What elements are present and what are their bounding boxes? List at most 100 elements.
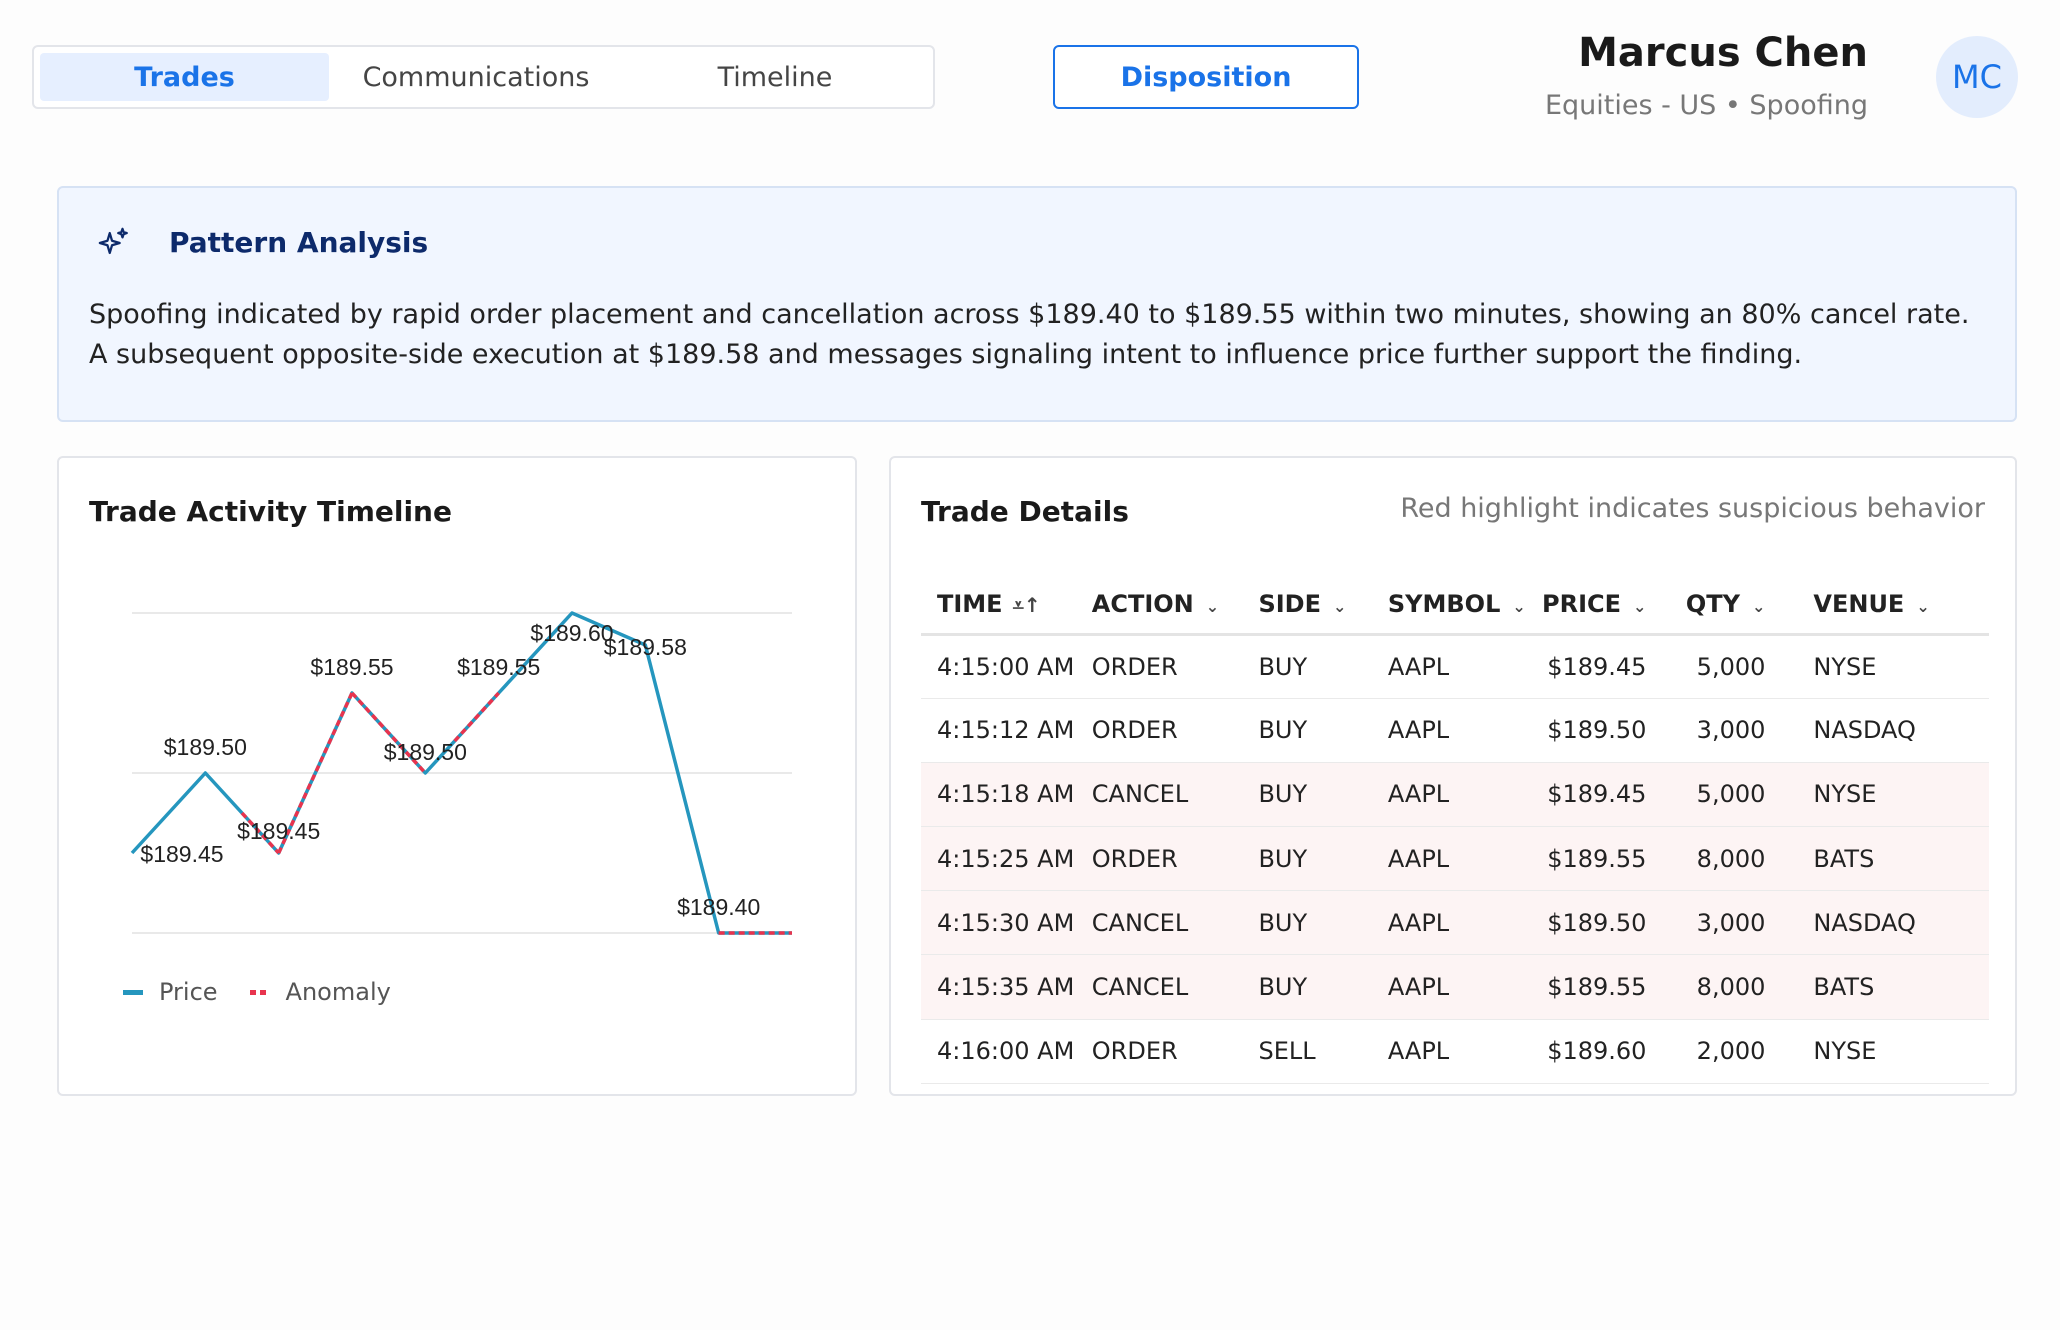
- cell-venue: NYSE: [1797, 1019, 1989, 1084]
- cell-time: 4:15:25 AM: [921, 826, 1076, 892]
- sort-ascending-icon[interactable]: ⩡↑: [1012, 593, 1041, 618]
- table-title: Trade Details: [921, 495, 1129, 528]
- tab-timeline[interactable]: Timeline: [717, 61, 833, 93]
- chevron-down-icon[interactable]: ⌄: [1205, 597, 1220, 617]
- cell-action: CANCEL: [1075, 762, 1243, 828]
- cell-qty: 2,000: [1678, 1019, 1798, 1084]
- chevron-down-icon[interactable]: ⌄: [1633, 597, 1647, 617]
- legend-price-swatch: [123, 989, 143, 995]
- user-subtitle: Equities - US • Spoofing: [1544, 90, 1868, 121]
- col-header-action[interactable]: ACTION ⌄: [1075, 576, 1243, 636]
- cell-time: 4:16:00 AM: [921, 1019, 1076, 1084]
- cell-qty: 8,000: [1678, 826, 1798, 892]
- anomaly-segment: [350, 691, 427, 775]
- cell-time: 4:15:12 AM: [921, 698, 1076, 763]
- cell-side: BUY: [1242, 890, 1372, 956]
- chevron-down-icon[interactable]: ⌄: [1332, 597, 1347, 617]
- legend-anomaly: Anomaly: [249, 978, 391, 1006]
- col-header-price[interactable]: PRICE ⌄: [1525, 576, 1679, 636]
- trade-activity-chart: $189.45 $189.50 $189.45 $189.55 $189.50 $189.…: [130, 611, 792, 935]
- trade-activity-card: Trade Activity Timeline $189.45 $189.50 $1…: [57, 456, 857, 1096]
- cell-symbol: AAPL: [1371, 1019, 1526, 1084]
- legend-price-label: Price: [159, 978, 218, 1006]
- cell-side: BUY: [1242, 698, 1372, 763]
- chevron-down-icon[interactable]: ⌄: [1916, 597, 1930, 617]
- data-label: $189.45: [140, 841, 223, 867]
- cell-action: CANCEL: [1075, 890, 1243, 956]
- col-header-time[interactable]: TIME ⩡↑: [921, 576, 1076, 636]
- table-row[interactable]: 4:15:25 AM ORDER BUY AAPL $189.55 8,000 BATS: [921, 826, 1989, 892]
- cell-price: $189.60: [1525, 1019, 1679, 1084]
- cell-qty: 3,000: [1678, 890, 1798, 956]
- chevron-down-icon[interactable]: ⌄: [1512, 597, 1526, 617]
- cell-time: 4:15:18 AM: [921, 762, 1076, 828]
- col-qty-label: QTY: [1685, 590, 1740, 619]
- data-label: $189.55: [457, 654, 540, 680]
- anomaly-segment: [453, 691, 500, 743]
- tab-trades[interactable]: Trades: [40, 53, 330, 101]
- col-symbol-label: SYMBOL: [1387, 590, 1501, 619]
- cell-price: $189.50: [1525, 698, 1679, 763]
- data-label: $189.55: [310, 654, 393, 680]
- cell-symbol: AAPL: [1371, 954, 1526, 1020]
- table-row[interactable]: 4:15:30 AM CANCEL BUY AAPL $189.50 3,000 NASDA…: [921, 890, 1989, 956]
- cell-side: BUY: [1242, 954, 1372, 1020]
- legend-anomaly-label: Anomaly: [285, 978, 391, 1006]
- col-header-side[interactable]: SIDE ⌄: [1242, 576, 1372, 636]
- table-row[interactable]: 4:16:00 AM ORDER SELL AAPL $189.60 2,000 NYSE: [921, 1019, 1989, 1084]
- col-side-label: SIDE: [1258, 590, 1321, 619]
- cell-symbol: AAPL: [1371, 634, 1526, 699]
- cell-side: BUY: [1242, 762, 1372, 828]
- cell-action: ORDER: [1075, 826, 1243, 892]
- col-header-symbol[interactable]: SYMBOL ⌄: [1371, 576, 1526, 636]
- pattern-text: Spoofing indicated by rapid order placem…: [89, 299, 1970, 370]
- col-price-label: PRICE: [1542, 590, 1622, 619]
- cell-venue: NYSE: [1797, 634, 1989, 699]
- table-row[interactable]: 4:15:12 AM ORDER BUY AAPL $189.50 3,000 NASDAQ: [921, 698, 1989, 763]
- table-note: Red highlight indicates suspicious behav…: [1400, 493, 1985, 524]
- chart-legend: Price Anomaly: [123, 978, 423, 1006]
- col-venue-label: VENUE: [1813, 590, 1905, 619]
- cell-symbol: AAPL: [1371, 698, 1526, 763]
- cell-qty: 3,000: [1678, 698, 1798, 763]
- cell-time: 4:15:00 AM: [921, 634, 1076, 699]
- table-row[interactable]: 4:15:35 AM CANCEL BUY AAPL $189.55 8,000 BATS: [921, 954, 1989, 1020]
- col-header-venue[interactable]: VENUE ⌄: [1797, 576, 1989, 636]
- cell-qty: 5,000: [1678, 762, 1798, 828]
- col-header-qty[interactable]: QTY ⌄: [1678, 576, 1798, 636]
- data-label: $189.50: [384, 739, 467, 765]
- tab-communications[interactable]: Communications: [362, 61, 590, 93]
- view-tabs: Trades Communications Timeline: [32, 45, 935, 109]
- cell-venue: NASDAQ: [1797, 890, 1989, 956]
- cell-venue: BATS: [1797, 954, 1989, 1020]
- chart-title: Trade Activity Timeline: [89, 495, 452, 528]
- data-label: $189.58: [604, 634, 687, 660]
- trade-details-table: TIME ⩡↑ ACTION ⌄ SIDE ⌄ SYMBOL ⌄ PRICE ⌄ QTY ⌄…: [921, 576, 1989, 1084]
- cell-qty: 5,000: [1678, 634, 1798, 699]
- cell-action: CANCEL: [1075, 954, 1243, 1020]
- table-row[interactable]: 4:15:18 AM CANCEL BUY AAPL $189.45 5,000 NYSE: [921, 762, 1989, 828]
- avatar[interactable]: MC: [1936, 36, 2018, 118]
- cell-action: ORDER: [1075, 698, 1243, 763]
- legend-anomaly-swatch: [249, 989, 270, 995]
- disposition-button[interactable]: Disposition: [1053, 45, 1359, 109]
- chevron-down-icon[interactable]: ⌄: [1751, 597, 1766, 617]
- col-time-label: TIME: [937, 590, 1003, 619]
- cell-venue: BATS: [1797, 826, 1989, 892]
- data-label: $189.50: [164, 734, 247, 760]
- cell-price: $189.45: [1525, 762, 1679, 828]
- cell-action: ORDER: [1075, 634, 1243, 699]
- table-row[interactable]: 4:15:00 AM ORDER BUY AAPL $189.45 5,000 NYSE: [921, 634, 1989, 699]
- cell-price: $189.55: [1525, 954, 1679, 1020]
- cell-action: ORDER: [1075, 1019, 1243, 1084]
- cell-venue: NASDAQ: [1797, 698, 1989, 763]
- col-action-label: ACTION: [1091, 590, 1194, 619]
- cell-price: $189.45: [1525, 634, 1679, 699]
- cell-side: BUY: [1242, 634, 1372, 699]
- data-label: $189.60: [530, 620, 613, 646]
- cell-side: BUY: [1242, 826, 1372, 892]
- pattern-analysis-panel: Pattern Analysis Spoofing indicated by r…: [57, 186, 2017, 422]
- legend-price: Price: [123, 978, 218, 1006]
- sparkle-icon: [98, 227, 128, 255]
- data-label: $189.40: [677, 894, 760, 920]
